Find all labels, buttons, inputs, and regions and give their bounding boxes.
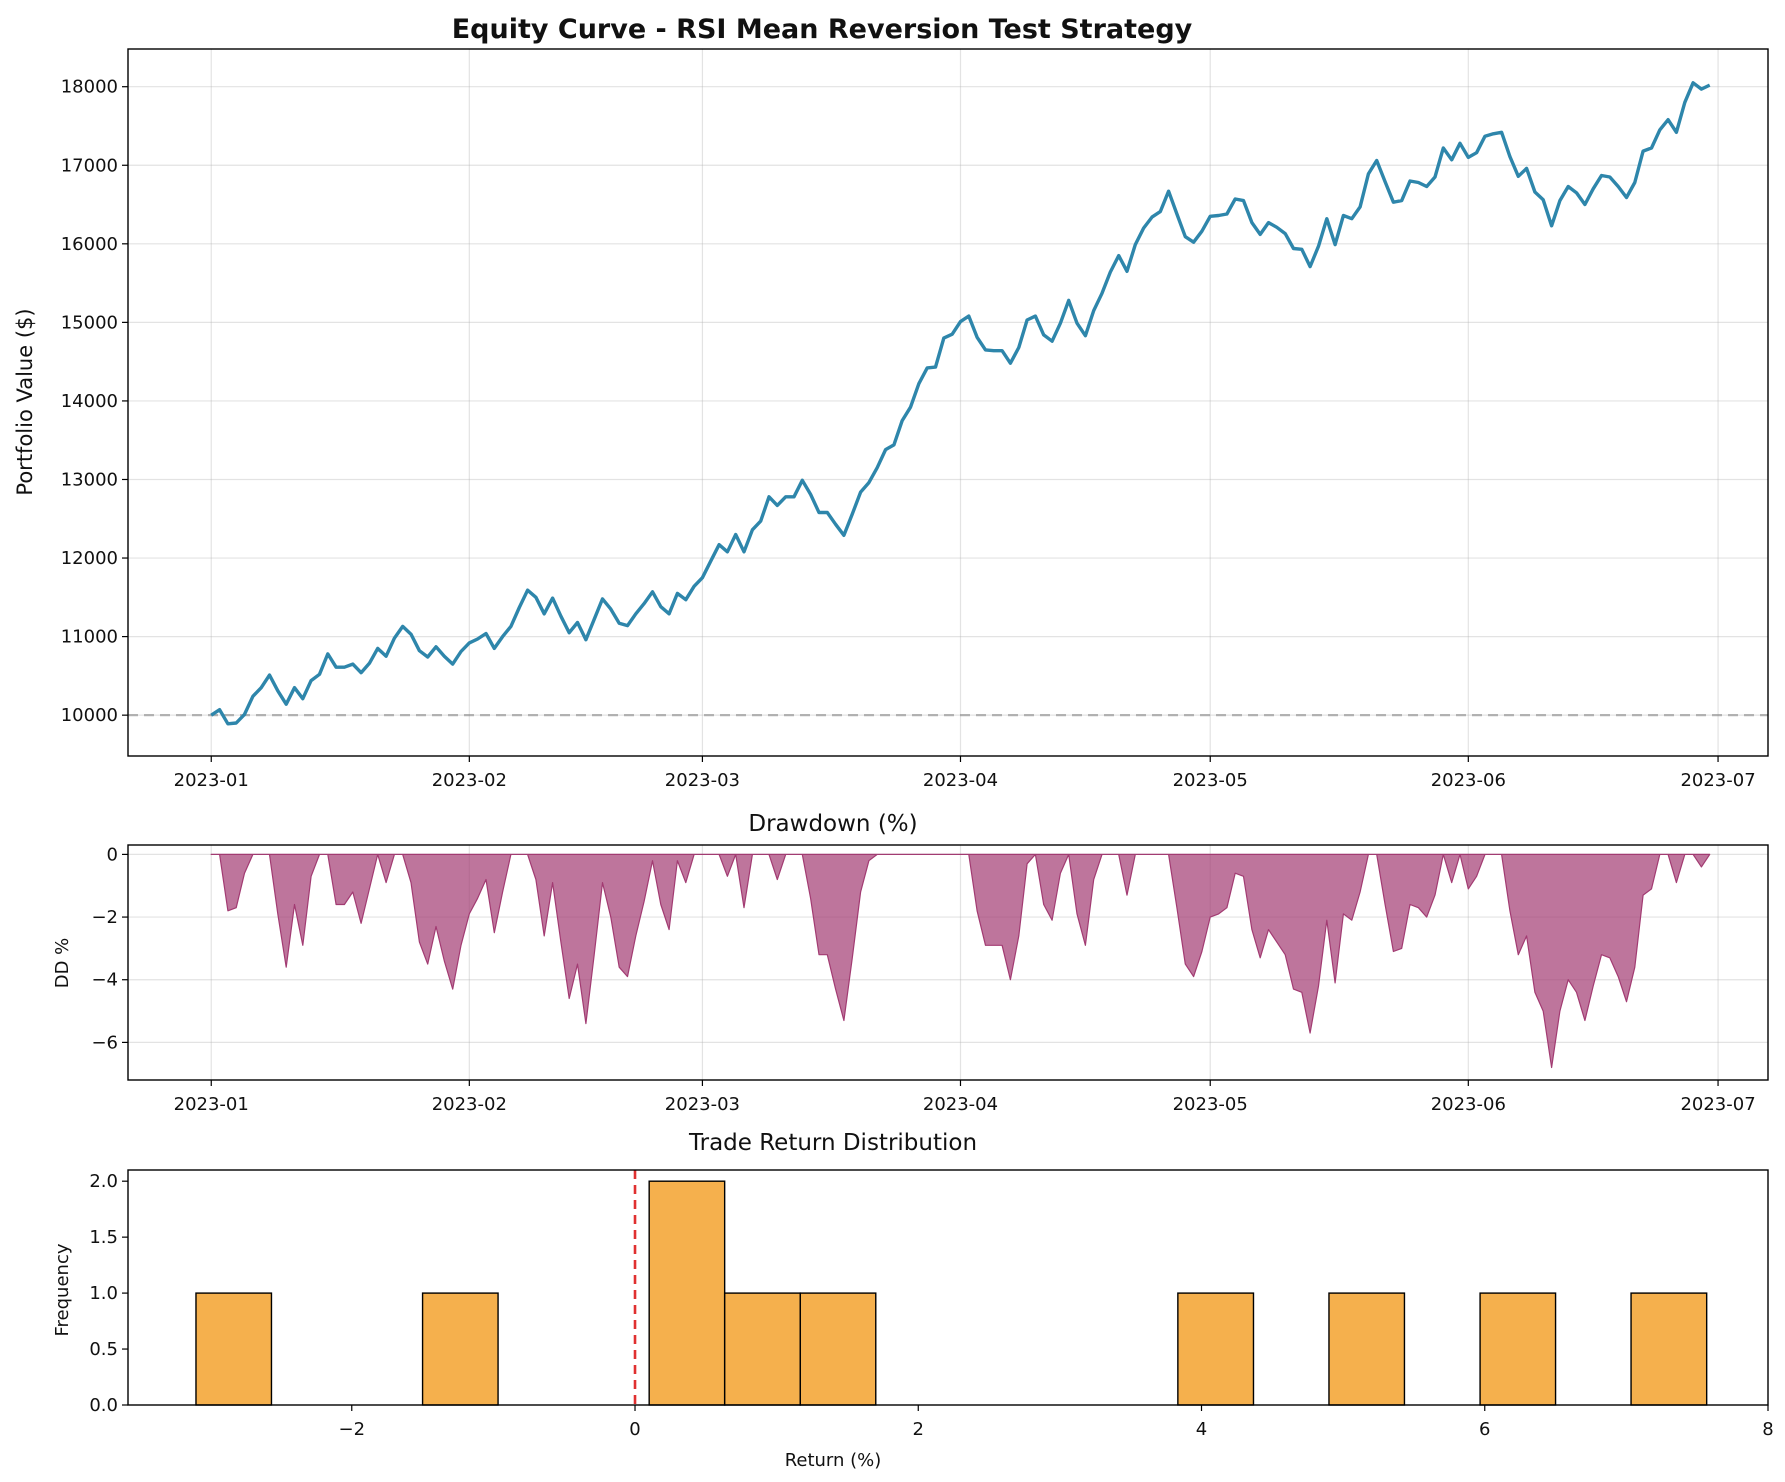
drawdown-panel: Drawdown (%) 0 −2 −4 −6 2023-01 2023-02 2023-0… — [52, 811, 1769, 1115]
histogram-ytick-label: 0.0 — [89, 1395, 118, 1416]
histogram-bar — [723, 1292, 801, 1406]
drawdown-ytick-label: 0 — [107, 844, 118, 865]
drawdown-ytick-label: −4 — [91, 970, 118, 991]
equity-ytick-label: 18000 — [61, 77, 118, 98]
equity-ytick-label: 11000 — [61, 627, 118, 648]
histogram-bar — [421, 1292, 499, 1406]
histogram-bar — [1177, 1292, 1255, 1406]
drawdown-xtick-label: 2023-07 — [1680, 1094, 1755, 1115]
histogram-bar — [1479, 1292, 1557, 1406]
equity-xtick-label: 2023-04 — [923, 770, 998, 791]
equity-ytick-label: 14000 — [61, 391, 118, 412]
drawdown-frame — [127, 844, 1769, 1081]
histogram-ticks: 0.0 0.5 1.0 1.5 2.0 −2 0 2 4 6 8 — [89, 1171, 1773, 1440]
drawdown-ticks: 0 −2 −4 −6 2023-01 2023-02 2023-03 2023-04 2023-… — [91, 844, 1755, 1115]
histogram-xtick-label: 0 — [629, 1419, 640, 1440]
histogram-bar — [1328, 1292, 1406, 1406]
drawdown-xtick-label: 2023-06 — [1431, 1094, 1506, 1115]
equity-xtick-label: 2023-02 — [432, 770, 507, 791]
histogram-title: Trade Return Distribution — [688, 1130, 977, 1156]
drawdown-ylabel: DD % — [52, 938, 73, 989]
histogram-bar — [195, 1292, 273, 1406]
histogram-ytick-label: 1.0 — [89, 1283, 118, 1304]
histogram-bar — [799, 1292, 877, 1406]
equity-panel: Equity Curve - RSI Mean Reversion Test S… — [13, 14, 1769, 791]
histogram-xtick-label: 4 — [1196, 1419, 1207, 1440]
equity-ytick-label: 15000 — [61, 312, 118, 333]
drawdown-ytick-label: −2 — [91, 907, 118, 928]
histogram-xtick-label: 8 — [1762, 1419, 1773, 1440]
equity-ytick-label: 16000 — [61, 234, 118, 255]
equity-line — [210, 81, 1711, 726]
drawdown-title: Drawdown (%) — [748, 811, 917, 837]
histogram-ytick-label: 0.5 — [89, 1339, 118, 1360]
drawdown-xtick-label: 2023-05 — [1173, 1094, 1248, 1115]
equity-ticks: 10000 11000 12000 13000 14000 15000 16000 17000… — [61, 77, 1756, 791]
equity-xtick-label: 2023-03 — [665, 770, 740, 791]
drawdown-xtick-label: 2023-01 — [174, 1094, 249, 1115]
histogram-bar — [1630, 1292, 1708, 1406]
histogram-ytick-label: 2.0 — [89, 1171, 118, 1192]
drawdown-xtick-label: 2023-03 — [665, 1094, 740, 1115]
equity-ytick-label: 10000 — [61, 705, 118, 726]
histogram-xtick-label: −2 — [338, 1419, 365, 1440]
drawdown-ytick-label: −6 — [91, 1032, 118, 1053]
equity-ytick-label: 17000 — [61, 155, 118, 176]
equity-title: Equity Curve - RSI Mean Reversion Test S… — [452, 14, 1193, 45]
histogram-ylabel: Frequency — [52, 1243, 73, 1336]
histogram-frame — [127, 1169, 1769, 1406]
equity-xtick-label: 2023-07 — [1680, 770, 1755, 791]
histogram-xtick-label: 2 — [913, 1419, 924, 1440]
histogram-xtick-label: 6 — [1479, 1419, 1490, 1440]
drawdown-xtick-label: 2023-02 — [432, 1094, 507, 1115]
equity-xtick-label: 2023-06 — [1431, 770, 1506, 791]
equity-frame — [127, 48, 1769, 757]
histogram-bar — [648, 1180, 726, 1406]
histogram-bars — [195, 1180, 1708, 1406]
equity-ytick-label: 13000 — [61, 469, 118, 490]
histogram-panel: Trade Return Distribution 0.0 0.5 1.0 1.5 2.… — [52, 1130, 1774, 1471]
equity-ytick-label: 12000 — [61, 548, 118, 569]
histogram-ytick-label: 1.5 — [89, 1227, 118, 1248]
drawdown-xtick-label: 2023-04 — [923, 1094, 998, 1115]
drawdown-area — [210, 853, 1711, 1069]
equity-xtick-label: 2023-05 — [1173, 770, 1248, 791]
equity-grid — [128, 49, 1768, 756]
equity-xtick-label: 2023-01 — [174, 770, 249, 791]
equity-ylabel: Portfolio Value ($) — [13, 308, 37, 495]
histogram-xlabel: Return (%) — [785, 1450, 882, 1471]
